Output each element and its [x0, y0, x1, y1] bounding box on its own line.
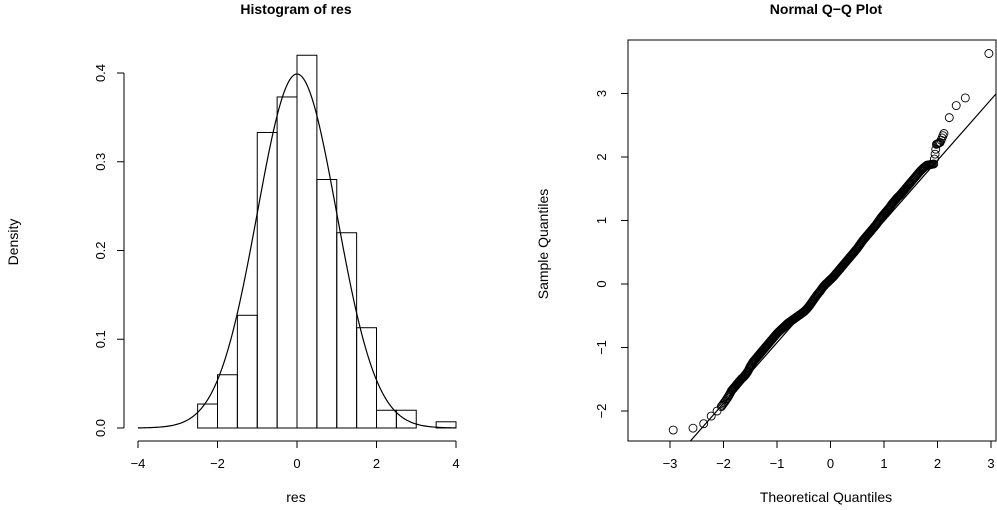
qq-plot-frame — [627, 39, 997, 442]
histogram-bar — [316, 179, 338, 429]
qq-y-tick-label: −1 — [594, 340, 609, 355]
histogram-y-tick-label: 0.0 — [93, 419, 108, 437]
qq-x-tick-label: 1 — [880, 456, 887, 471]
qq-y-tick-label: 3 — [594, 90, 609, 97]
qq-y-axis-label: Sample Quantiles — [535, 189, 551, 300]
histogram-bar — [197, 403, 218, 429]
histogram-x-tick-label: 2 — [373, 456, 380, 471]
qq-point — [741, 369, 751, 379]
qq-point — [984, 49, 994, 58]
histogram-y-tick-label: 0.4 — [93, 64, 108, 82]
histogram-bar — [336, 232, 358, 429]
histogram-y-tick-label: 0.3 — [93, 153, 108, 171]
qq-point — [699, 419, 709, 429]
histogram-bar — [276, 96, 298, 429]
qq-x-tick-label: −1 — [770, 456, 785, 471]
histogram-title: Histogram of res — [240, 1, 351, 17]
histogram-bar — [356, 327, 377, 429]
qq-x-tick-label: 2 — [934, 456, 941, 471]
qq-y-tick-label: 2 — [594, 153, 609, 160]
qq-point — [939, 129, 949, 138]
qq-point — [929, 159, 939, 169]
qq-point — [944, 113, 954, 123]
histogram-x-tick-label: 0 — [293, 456, 300, 471]
qq-point — [668, 425, 678, 435]
qq-y-tick-label: −2 — [594, 404, 609, 419]
qq-point — [951, 101, 961, 111]
histogram-bar — [256, 131, 278, 429]
histogram-x-tick-label: −2 — [210, 456, 225, 471]
qq-y-tick-label: 1 — [594, 217, 609, 224]
histogram-x-tick-label: 4 — [452, 456, 459, 471]
qq-plot-title: Normal Q−Q Plot — [770, 1, 883, 17]
histogram-y-axis-label: Density — [5, 219, 21, 266]
histogram-bar — [376, 409, 397, 429]
qq-x-tick-label: 0 — [827, 456, 834, 471]
histogram-x-tick-label: −4 — [131, 456, 146, 471]
qq-x-tick-label: −2 — [716, 456, 731, 471]
qq-point — [929, 154, 939, 164]
normal-density-curve — [137, 73, 457, 429]
qq-y-tick-label: 0 — [594, 280, 609, 287]
qq-x-tick-label: 3 — [987, 456, 994, 471]
histogram-bar — [217, 374, 238, 429]
qq-x-tick-label: −3 — [663, 456, 678, 471]
qq-x-axis-label: Theoretical Quantiles — [760, 489, 892, 505]
histogram-bar — [296, 54, 318, 429]
histogram-bar — [236, 314, 258, 429]
qq-point — [706, 411, 716, 421]
qq-point — [960, 93, 970, 103]
histogram-y-tick-label: 0.1 — [93, 330, 108, 348]
histogram-y-tick-label: 0.2 — [93, 241, 108, 259]
qq-point — [688, 423, 698, 433]
qq-point — [930, 149, 940, 159]
histogram-x-axis-label: res — [286, 489, 305, 505]
histogram-bar — [395, 409, 417, 429]
